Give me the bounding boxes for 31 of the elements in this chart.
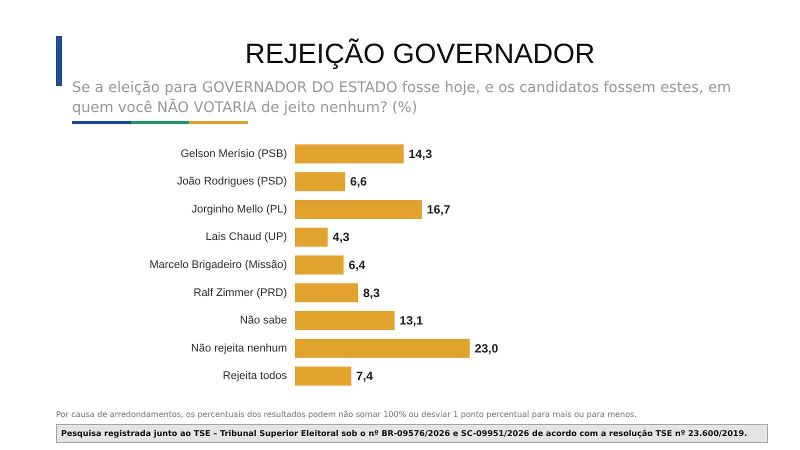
text: Pesquisa registrada junto ao TSE – Tribunal Superior Eleitoral sob o nº BR-09576/2026 e SC-09951/2026 de acordo com a resolução TSE nº 23.600/2019. (56, 424, 768, 443)
data-label: 8,3 (363, 286, 380, 300)
data-label: 7,4 (356, 369, 374, 384)
y-tick-label: Jorginho Mello (PL) (192, 203, 287, 216)
bar (295, 200, 422, 219)
bar (295, 311, 395, 330)
y-tick-label: Rejeita todos (222, 370, 288, 382)
data-label: 6,6 (350, 174, 368, 189)
text: Por causa de arredondamentos, os percentuais dos resultados podem não somar 100% ou desviar 1 ponto percentual para mais ou para menos. (56, 410, 637, 419)
data-label: 6,4 (348, 258, 366, 272)
bar (295, 338, 470, 358)
bar (295, 228, 328, 247)
y-tick-label: Marcelo Brigadeiro (Missão) (149, 259, 287, 271)
chart-title: REJEIÇÃO GOVERNADOR (244, 38, 596, 70)
bar (295, 144, 404, 164)
y-tick-label: Lais Chaud (UP) (206, 231, 287, 244)
bar (295, 366, 352, 386)
bar (295, 256, 344, 274)
bar (295, 172, 346, 192)
y-tick-label: Não sabe (240, 314, 287, 327)
data-label: 14,3 (408, 146, 432, 161)
bar (295, 283, 358, 302)
y-tick-label: Não rejeita nenhum (190, 342, 287, 354)
y-tick-label: Gelson Merísio (PSB) (180, 148, 287, 160)
data-label: 13,1 (400, 314, 424, 328)
y-tick-label: Ralf Zimmer (PRD) (194, 286, 287, 299)
data-label: 4,3 (332, 230, 350, 244)
data-label: 16,7 (426, 202, 451, 216)
data-label: 23,0 (474, 341, 498, 356)
chart-subtitle: Se a eleição para GOVERNADOR DO ESTADO fosse hoje, e os candidatos fossem estes, em quem você NÃO VOTARIA de jeito nenhum? (%) (72, 79, 732, 118)
y-tick-label: João Rodrigues (PSD) (176, 176, 287, 188)
